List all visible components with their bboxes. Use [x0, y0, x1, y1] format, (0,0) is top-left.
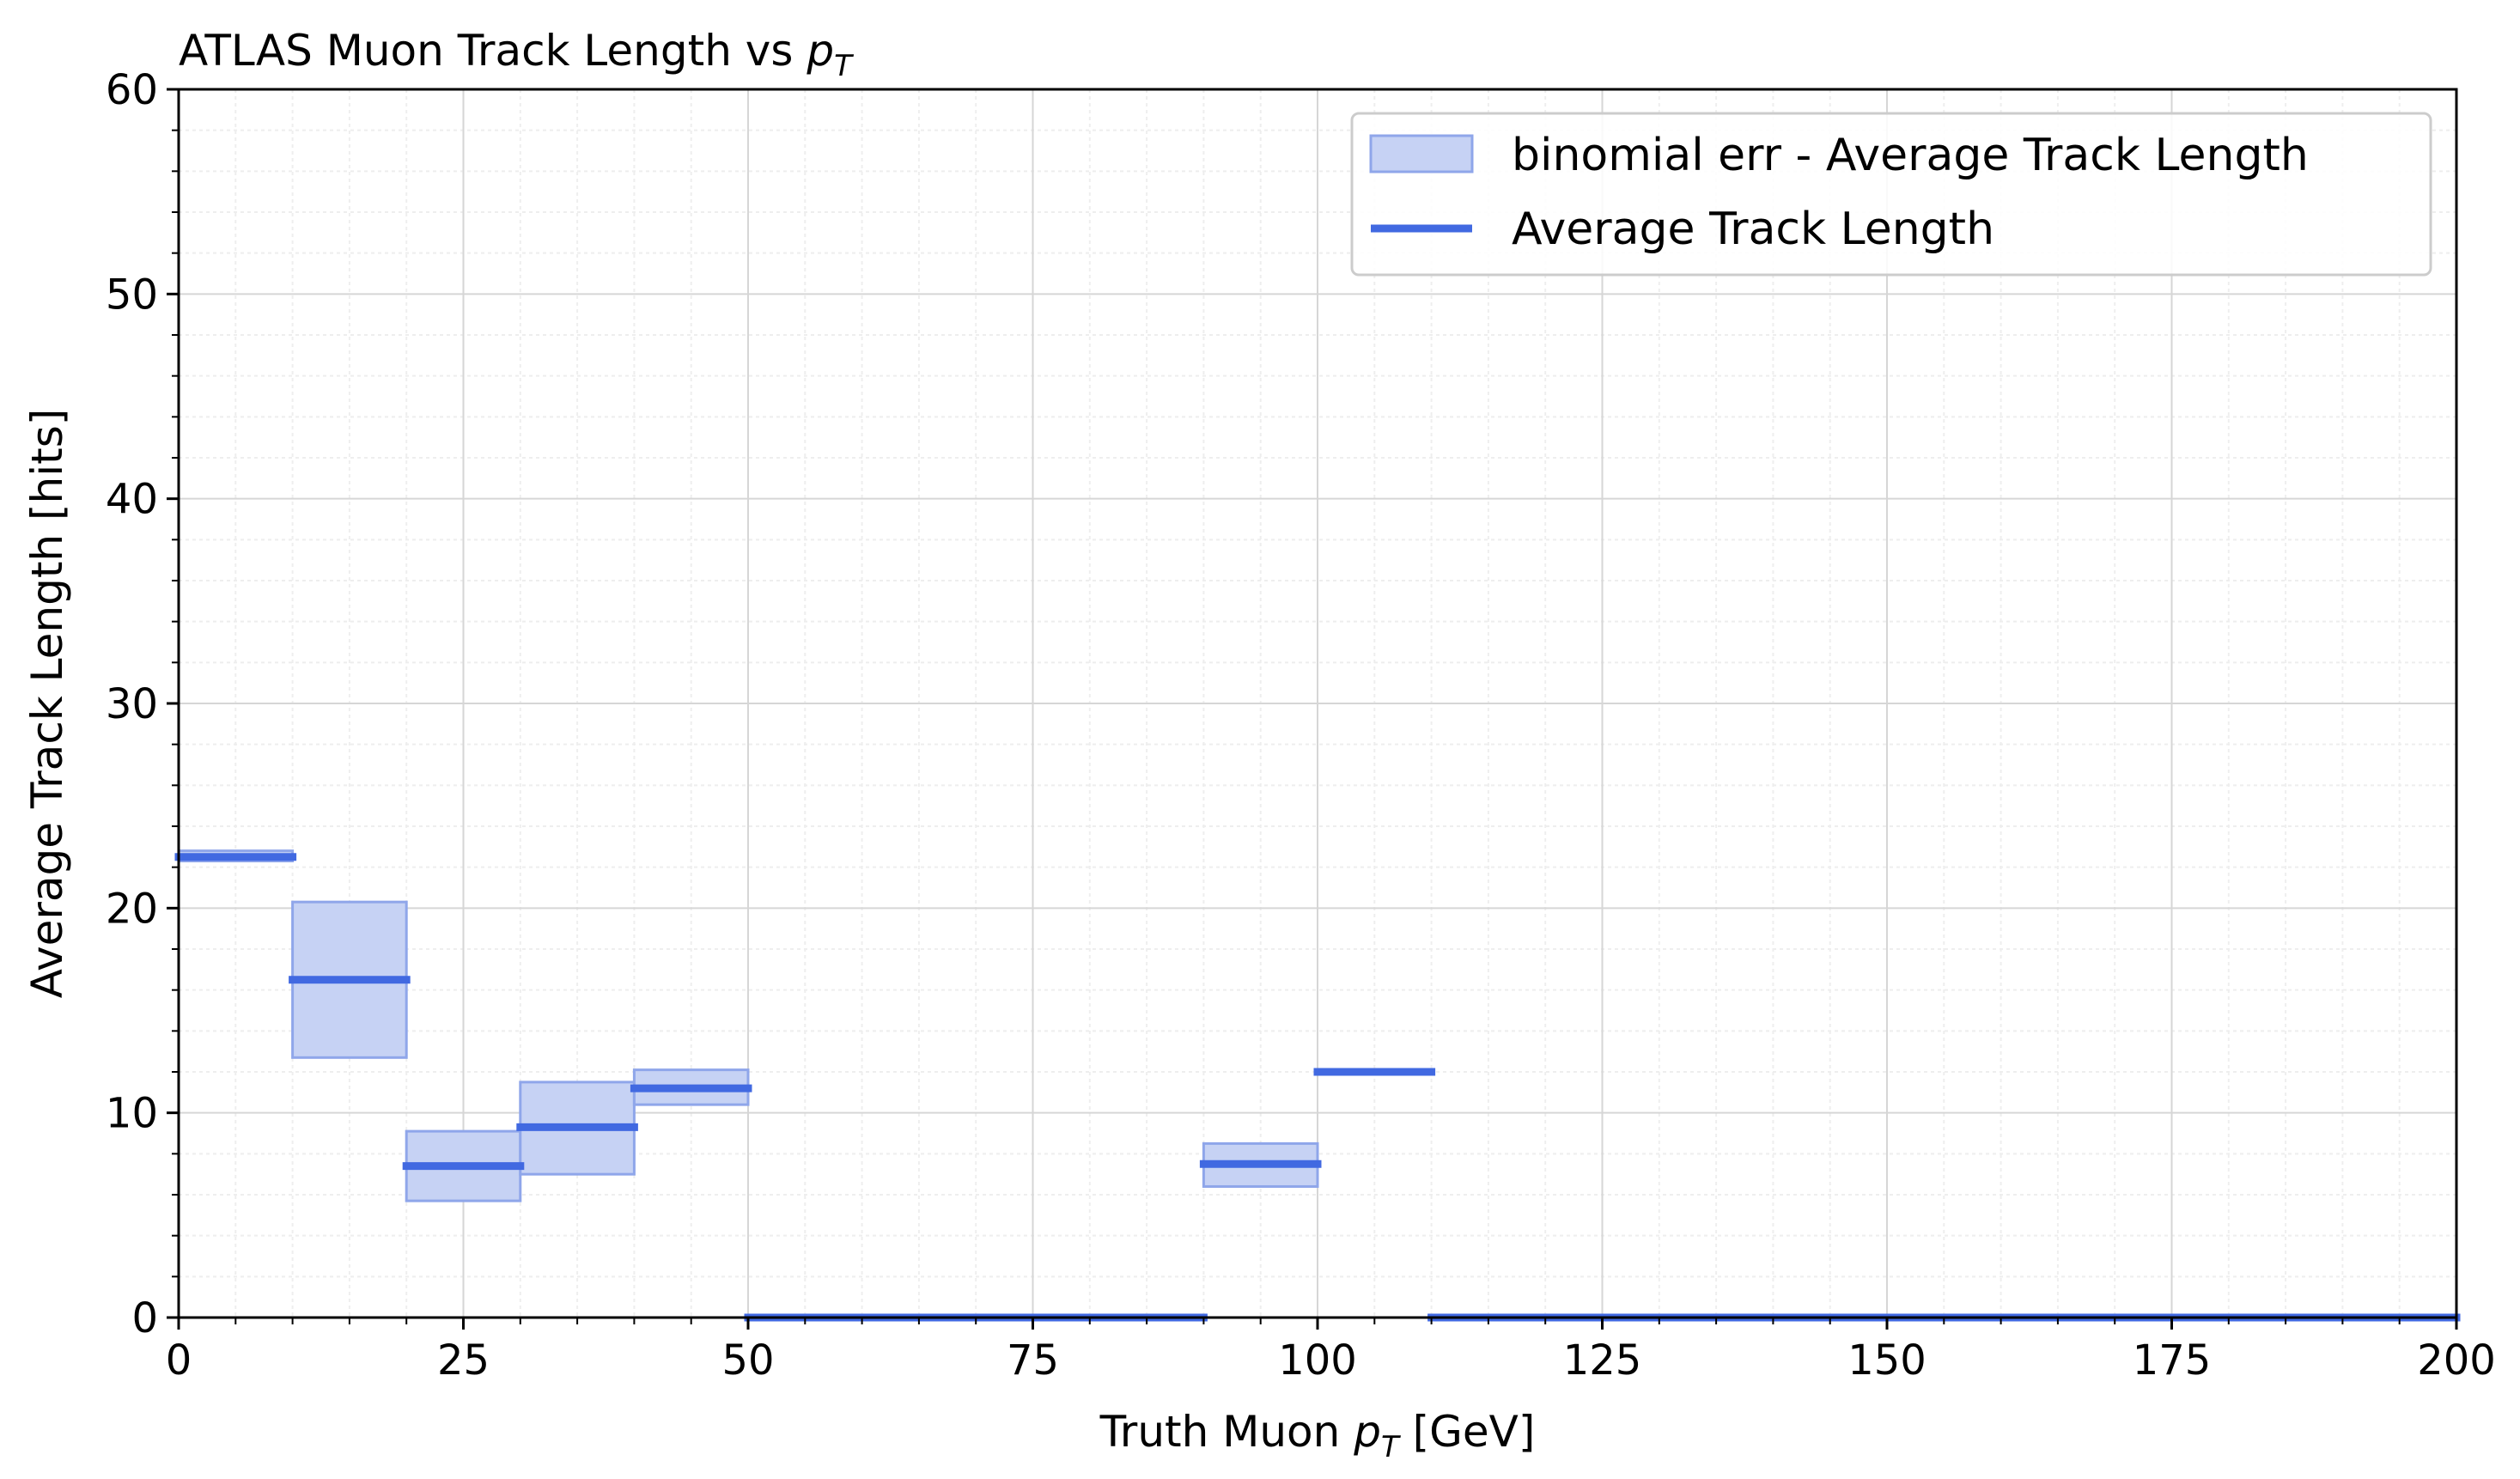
x-tick-label: 25: [437, 1336, 490, 1385]
legend-line-label: Average Track Length: [1512, 204, 1994, 255]
y-axis-ticks: 0 10 20 30 40 50 60: [106, 66, 179, 1342]
x-tick-label: 200: [2417, 1336, 2496, 1385]
x-axis-ticks: 0 25 50 75 100 125 150 175 200: [166, 1318, 2496, 1385]
y-tick-label: 40: [106, 476, 158, 524]
y-axis-label: Average Track Length [hits]: [22, 409, 72, 999]
y-tick-label: 20: [106, 885, 158, 933]
x-tick-label: 0: [166, 1336, 192, 1385]
legend-band-swatch: [1369, 134, 1474, 173]
y-tick-label: 0: [131, 1294, 158, 1342]
legend-box: [1350, 112, 2432, 277]
y-tick-label: 50: [106, 271, 158, 319]
x-tick-label: 75: [1007, 1336, 1059, 1385]
legend-band-label: binomial err - Average Track Length: [1512, 130, 2309, 181]
x-axis-label: Truth Muon pT [GeV]: [1099, 1407, 1536, 1464]
x-tick-label: 150: [1847, 1336, 1927, 1385]
y-tick-label: 10: [106, 1090, 158, 1138]
y-tick-label: 60: [106, 66, 158, 114]
x-tick-label: 175: [2133, 1336, 2212, 1385]
legend: binomial err - Average Track Length Aver…: [1350, 112, 2432, 277]
y-tick-label: 30: [106, 680, 158, 728]
x-tick-label: 50: [721, 1336, 774, 1385]
chart-title: ATLAS Muon Track Length vs pT: [179, 26, 854, 83]
x-tick-label: 125: [1563, 1336, 1642, 1385]
x-tick-label: 100: [1278, 1336, 1357, 1385]
